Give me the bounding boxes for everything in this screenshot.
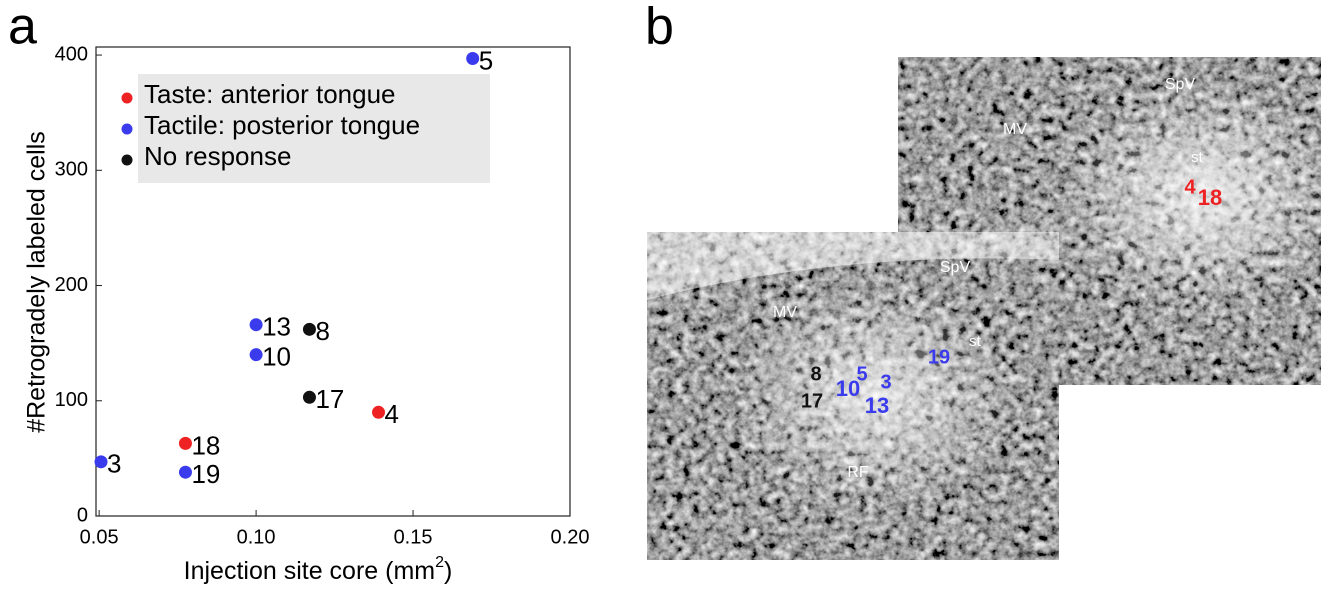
micrograph-label: 13 <box>865 393 889 418</box>
micrograph-label: SpV <box>940 259 971 276</box>
legend-label: Taste: anterior tongue <box>144 79 396 109</box>
x-axis-label-text: Injection site core (mm <box>184 557 435 585</box>
micrograph-glow <box>647 232 1059 560</box>
micrograph-label: 18 <box>1198 185 1222 210</box>
point-label: 4 <box>385 399 399 429</box>
panel-label: a <box>8 0 37 56</box>
micrograph-label: 17 <box>801 390 823 412</box>
point <box>466 52 480 66</box>
point <box>302 390 316 404</box>
y-axis-label: #Retrogradely labeled cells <box>23 131 51 433</box>
y-tick-label: 100 <box>55 389 88 411</box>
point <box>302 322 316 336</box>
point <box>178 465 192 479</box>
micrograph-label: MV <box>773 304 797 321</box>
point-label: 10 <box>262 342 291 372</box>
micrograph-label: SpV <box>1165 76 1196 93</box>
point-label: 5 <box>479 45 493 75</box>
point <box>94 455 108 469</box>
legend-label: No response <box>144 141 291 171</box>
x-tick-label: 0.10 <box>237 526 276 548</box>
y-tick-label: 400 <box>55 43 88 65</box>
x-axis-label: Injection site core (mm2) <box>184 554 453 584</box>
point-label: 8 <box>315 316 329 346</box>
point-label: 17 <box>315 384 344 414</box>
plot-frame <box>95 46 571 517</box>
x-tick-label: 0.15 <box>394 526 433 548</box>
micrograph-label: st <box>1191 149 1204 166</box>
micrograph-label: 3 <box>880 371 891 393</box>
micrograph-lower <box>647 232 1059 560</box>
micrograph-label: 5 <box>856 363 867 385</box>
legend-box <box>138 74 490 183</box>
x-tick-label: 0.05 <box>80 526 119 548</box>
legend-marker <box>121 123 133 135</box>
legend-marker <box>121 92 133 104</box>
legend-label: Tactile: posterior tongue <box>144 110 420 140</box>
y-tick-label: 200 <box>55 274 88 296</box>
y-tick-label: 0 <box>77 504 88 526</box>
micrograph-label: 19 <box>928 346 950 368</box>
legend-marker <box>121 154 133 166</box>
point-label: 13 <box>262 312 291 342</box>
y-tick-label: 300 <box>55 159 88 181</box>
point-label: 18 <box>191 430 220 460</box>
point-label: 19 <box>191 459 220 489</box>
x-axis-label-sup: 2 <box>435 554 444 571</box>
point <box>372 405 386 419</box>
panel-label: b <box>645 0 674 56</box>
micrograph-label: st <box>969 333 982 350</box>
micrograph-label: 8 <box>810 363 821 385</box>
micrograph-label: 10 <box>836 376 860 401</box>
point <box>178 436 192 450</box>
micrograph-label: RF <box>847 464 869 481</box>
x-axis-label-end: ) <box>444 557 452 585</box>
micrograph-label: MV <box>1003 121 1027 138</box>
point <box>249 318 263 332</box>
point-label: 3 <box>107 449 121 479</box>
x-tick-label: 0.20 <box>551 526 590 548</box>
micrograph-label: 4 <box>1184 176 1196 198</box>
point <box>249 348 263 362</box>
